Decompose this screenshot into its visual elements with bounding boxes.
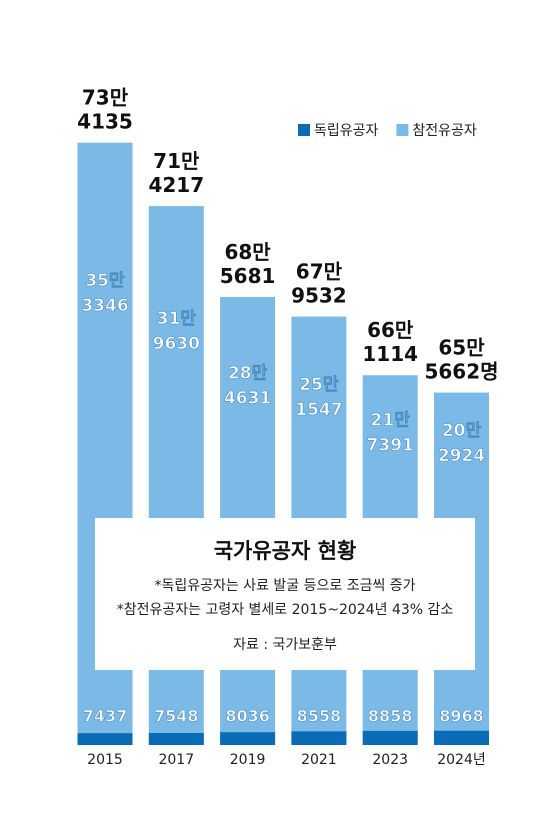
legend-label: 참전유공자 [412,123,477,139]
bar-segment [220,732,276,745]
note: *독립유공자는 사료 발굴 등으로 조금씩 증가 [154,578,415,594]
x-tick-label: 2017 [158,752,194,768]
x-tick-label: 2023 [372,752,408,768]
source: 자료 : 국가보훈부 [233,637,337,653]
x-tick-label: 2015 [87,752,123,768]
bar-segment [362,730,418,745]
legend-swatch [298,124,310,136]
value-label: 20만 2924 [438,421,485,466]
value-label: 35만 3346 [81,271,128,316]
value-label: 31만 9630 [153,309,200,354]
value-label: 7437 [83,707,128,726]
legend-swatch [396,124,409,136]
value-label: 7548 [154,707,199,726]
total-label: 71만 4217 [148,149,204,197]
value-label: 21만 7391 [367,410,414,455]
value-label: 8036 [225,707,270,726]
bar-segment [148,732,204,745]
total-label: 65만 5662명 [424,335,498,383]
note: *참전유공자는 고령자 별세로 2015~2024년 43% 감소 [117,602,454,618]
value-label: 28만 4631 [224,363,271,408]
x-tick-label: 2024년 [437,752,486,768]
bar-segment [291,731,347,745]
value-label: 8558 [297,707,342,726]
bar-segment [434,730,489,745]
total-label: 73만 4135 [77,85,133,133]
info-box [95,518,475,670]
value-label: 8858 [368,707,413,726]
x-tick-label: 2021 [301,752,337,768]
value-label: 25만 1547 [295,375,342,420]
total-label: 67만 9532 [291,259,347,307]
total-label: 68만 5681 [220,239,276,287]
total-label: 66만 1114 [362,318,418,366]
chart-title: 국가유공자 현황 [214,539,357,563]
legend-label: 독립유공자 [314,123,379,139]
bar-segment [77,733,133,745]
value-label: 8968 [439,707,484,726]
x-tick-label: 2019 [230,752,266,768]
